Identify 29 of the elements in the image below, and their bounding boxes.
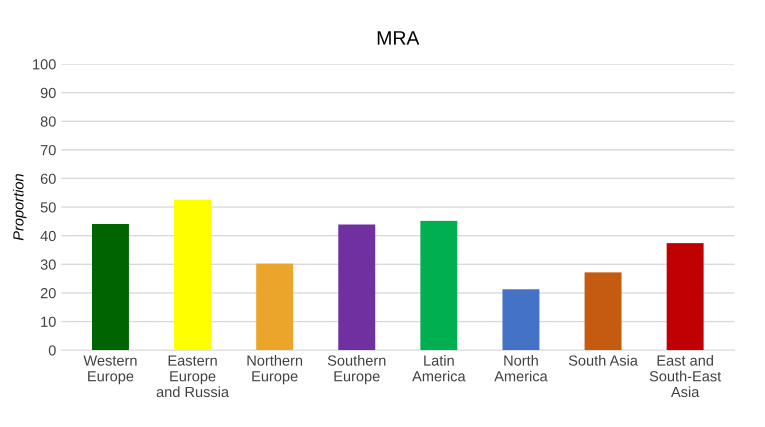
y-tick-label: 0 xyxy=(48,345,56,356)
y-tick-label: 40 xyxy=(40,230,56,242)
bar xyxy=(256,263,294,350)
x-tick-label: East and South-East Asia xyxy=(650,355,722,398)
y-tick-label: 30 xyxy=(40,259,56,270)
y-tick-label: 80 xyxy=(40,116,56,127)
chart-title: MRA xyxy=(378,31,420,45)
bar xyxy=(666,243,704,350)
y-axis-title: Proportion xyxy=(12,174,26,240)
bar xyxy=(92,224,129,350)
x-tick-label: Eastern Europe and Russia xyxy=(156,356,230,398)
y-tick-label: 100 xyxy=(33,59,56,70)
x-tick-label: Latin America xyxy=(412,355,466,382)
y-tick-label: 70 xyxy=(40,144,56,156)
bar xyxy=(174,200,212,350)
bar xyxy=(338,224,376,350)
y-tick-label: 50 xyxy=(40,202,56,213)
bar xyxy=(502,289,540,350)
x-tick-label: Northern Europe xyxy=(247,355,302,384)
x-tick-label: South Asia xyxy=(568,355,638,366)
y-tick-label: 90 xyxy=(40,88,56,98)
y-tick-label: 60 xyxy=(40,174,56,184)
x-tick-label: Southern Europe xyxy=(328,355,386,384)
y-tick-label: 10 xyxy=(41,316,56,327)
x-tick-label: North America xyxy=(494,355,548,382)
bar xyxy=(584,272,622,350)
y-tick-label: 20 xyxy=(40,288,56,298)
bar xyxy=(420,220,458,350)
x-tick-label: Western Europe xyxy=(84,356,137,384)
